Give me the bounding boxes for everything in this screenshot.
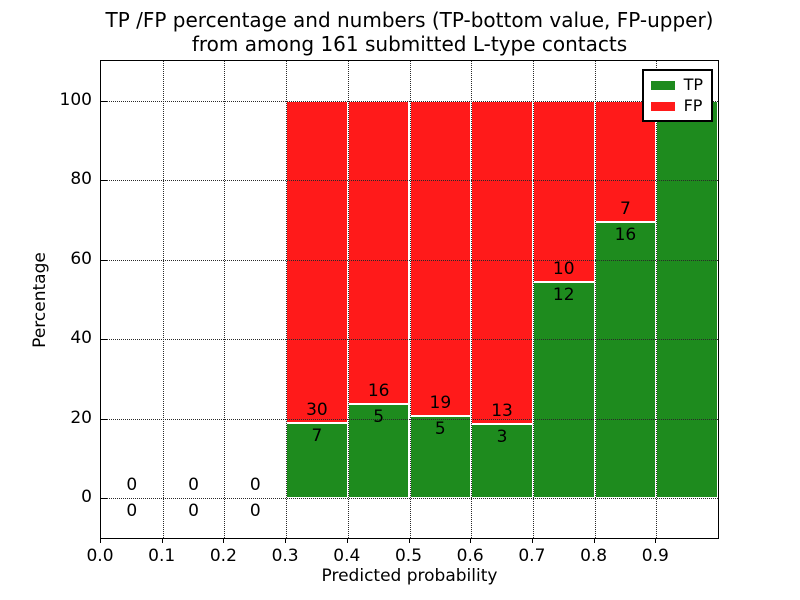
x-tick-mark: [470, 539, 472, 543]
tp-count-label: 5: [434, 418, 446, 439]
gridline-horizontal: [101, 418, 718, 420]
gridline-horizontal: [101, 339, 718, 341]
gridline-vertical: [224, 61, 226, 538]
chart-title-line2: from among 161 submitted L-type contacts: [191, 32, 628, 56]
bar-tp-segment: [471, 423, 533, 499]
bar-tp-segment: [409, 415, 472, 499]
legend-item-tp: TP: [650, 75, 703, 94]
legend-item-fp: FP: [650, 96, 703, 115]
bar-fp-segment: [409, 100, 472, 416]
gridline-vertical: [347, 61, 349, 538]
x-tick-label: 0.0: [86, 546, 114, 566]
gridline-vertical: [471, 61, 473, 538]
x-tick-label: 0.2: [209, 546, 237, 566]
legend-box: TP FP: [641, 69, 713, 122]
fp-count-label: 0: [126, 475, 138, 496]
x-tick-mark: [346, 539, 348, 543]
x-tick-label: 0.9: [641, 546, 669, 566]
x-tick-mark: [593, 539, 595, 543]
y-tick-mark: [101, 259, 107, 261]
fp-count-label: 19: [429, 392, 452, 413]
fp-count-label: 0: [188, 475, 199, 496]
chart-title: TP /FP percentage and numbers (TP-bottom…: [100, 8, 719, 56]
gridline-vertical: [286, 61, 288, 538]
tp-count-label: 3: [496, 426, 508, 447]
x-tick-mark: [531, 539, 533, 543]
tp-count-label: 0: [126, 501, 138, 522]
legend-label-tp: TP: [683, 75, 703, 94]
x-tick-mark: [655, 539, 657, 543]
y-tick-label: 0: [81, 487, 92, 508]
y-tick-mark: [101, 100, 107, 102]
y-tick-mark: [101, 498, 107, 500]
fp-count-label: 10: [552, 258, 575, 279]
tp-count-label: 16: [614, 224, 637, 245]
y-tick-mark: [101, 339, 107, 341]
x-tick-mark: [100, 539, 101, 543]
bar-tp-segment: [594, 221, 657, 499]
fp-count-label: 16: [367, 380, 390, 401]
gridline-horizontal: [101, 259, 718, 261]
x-tick-mark: [223, 539, 225, 543]
fp-count-label: 7: [620, 198, 631, 219]
legend-swatch-tp: [650, 80, 675, 90]
x-tick-label: 0.4: [333, 546, 361, 566]
y-tick-label: 20: [70, 407, 92, 428]
legend-label-fp: FP: [683, 96, 703, 115]
fp-count-label: 0: [249, 475, 261, 496]
gridline-horizontal: [101, 498, 718, 500]
legend-swatch-fp: [650, 101, 675, 111]
tp-count-label: 0: [188, 501, 199, 522]
bar-tp-segment: [532, 281, 595, 499]
y-tick-label: 60: [70, 248, 92, 269]
chart-title-line1: TP /FP percentage and numbers (TP-bottom…: [105, 8, 714, 32]
x-axis-label: Predicted probability: [321, 566, 498, 586]
x-tick-label: 0.3: [271, 546, 299, 566]
bar-fp-segment: [286, 100, 348, 424]
gridline-vertical: [409, 61, 411, 538]
bar-fp-segment: [532, 100, 595, 282]
gridline-vertical: [656, 61, 658, 538]
x-tick-label: 0.8: [580, 546, 608, 566]
bar-fp-segment: [471, 100, 533, 424]
x-tick-label: 0.5: [394, 546, 423, 566]
y-tick-label: 40: [70, 328, 92, 349]
gridline-vertical: [532, 61, 534, 538]
fp-count-label: 13: [491, 400, 513, 421]
gridline-vertical: [162, 61, 164, 538]
x-tick-mark: [161, 539, 163, 543]
bar-fp-segment: [347, 100, 410, 404]
y-tick-label: 80: [70, 169, 92, 190]
x-tick-label: 0.7: [518, 546, 546, 566]
y-tick-mark: [101, 180, 107, 182]
tp-count-label: 7: [311, 426, 323, 447]
y-tick-mark: [101, 418, 107, 420]
x-tick-label: 0.1: [148, 546, 176, 566]
fp-count-label: 30: [306, 400, 328, 421]
gridline-horizontal: [101, 180, 718, 182]
tp-count-label: 5: [373, 406, 385, 427]
x-tick-mark: [408, 539, 410, 543]
tp-count-label: 12: [552, 284, 575, 305]
x-tick-label: 0.6: [456, 546, 484, 566]
tp-count-label: 0: [249, 501, 261, 522]
plot-area: 0000003071651951331012716018 TP FP: [100, 60, 719, 539]
bar-tp-segment: [656, 100, 718, 499]
gridline-horizontal: [101, 100, 718, 102]
y-tick-label: 100: [59, 89, 92, 110]
x-tick-mark: [285, 539, 287, 543]
gridline-vertical: [594, 61, 596, 538]
